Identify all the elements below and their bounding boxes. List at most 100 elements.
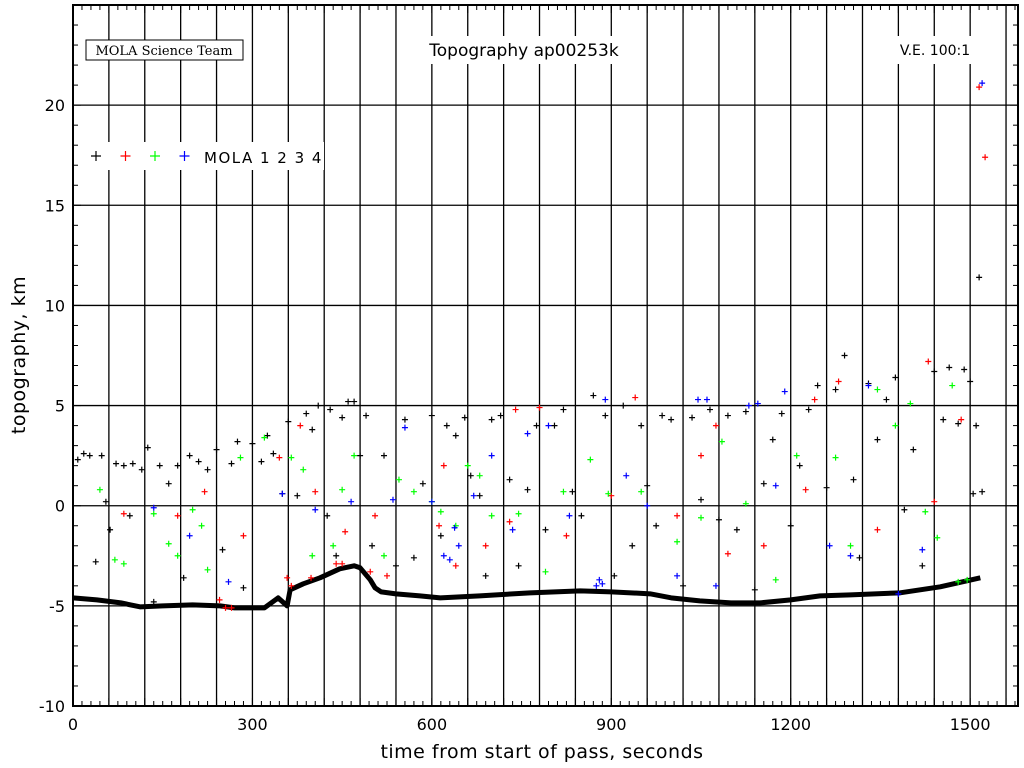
- data-point: [524, 430, 531, 437]
- data-point: [258, 458, 265, 465]
- data-point: [261, 434, 268, 441]
- data-point: [874, 386, 881, 393]
- data-point: [754, 400, 761, 407]
- data-point: [638, 422, 645, 429]
- data-point: [934, 534, 941, 541]
- data-point: [689, 414, 696, 421]
- credit-box: [85, 39, 244, 61]
- data-point: [632, 394, 639, 401]
- data-point: [285, 418, 292, 425]
- data-point: [533, 422, 540, 429]
- data-point: [895, 590, 902, 597]
- data-point: [638, 488, 645, 495]
- data-point: [488, 452, 495, 459]
- data-point: [560, 406, 567, 413]
- data-point: [967, 378, 974, 385]
- x-tick-label: 900: [596, 715, 627, 734]
- data-point: [120, 462, 127, 469]
- grid: [73, 5, 1018, 706]
- data-point: [401, 416, 408, 423]
- data-point: [659, 412, 666, 419]
- data-point: [910, 446, 917, 453]
- data-point: [437, 508, 444, 515]
- legend-mark-mola-2: [120, 151, 131, 161]
- x-tick-label: 1500: [950, 715, 991, 734]
- data-point: [506, 476, 513, 483]
- data-point: [446, 556, 453, 563]
- legend: MOLA 1 2 3 4: [84, 142, 324, 170]
- data-point: [698, 452, 705, 459]
- data-point: [524, 486, 531, 493]
- data-point: [955, 420, 962, 427]
- data-point: [204, 566, 211, 573]
- data-point: [309, 426, 316, 433]
- data-point: [279, 490, 286, 497]
- data-point: [488, 416, 495, 423]
- data-point: [644, 482, 651, 489]
- data-point: [497, 412, 504, 419]
- data-point: [186, 532, 193, 539]
- data-point: [339, 414, 346, 421]
- data-point: [545, 422, 552, 429]
- data-point: [578, 512, 585, 519]
- title-bg: [405, 36, 645, 64]
- data-point: [611, 572, 618, 579]
- series-mola-4: [150, 80, 986, 597]
- data-point: [381, 552, 388, 559]
- data-point: [653, 522, 660, 529]
- data-point: [823, 484, 830, 491]
- data-point: [787, 522, 794, 529]
- data-point: [955, 578, 962, 585]
- data-point: [892, 422, 899, 429]
- data-point: [976, 274, 983, 281]
- data-point: [270, 450, 277, 457]
- series-mola-2: [120, 84, 989, 611]
- data-point: [144, 444, 151, 451]
- data-point: [760, 480, 767, 487]
- y-tick-label: 15: [45, 196, 65, 215]
- data-point: [560, 488, 567, 495]
- data-point: [384, 572, 391, 579]
- data-point: [970, 490, 977, 497]
- data-point: [174, 552, 181, 559]
- data-point: [536, 404, 543, 411]
- data-point: [964, 576, 971, 583]
- data-point: [644, 502, 651, 509]
- legend-label: MOLA 1 2 3 4: [204, 149, 323, 167]
- data-point: [240, 532, 247, 539]
- y-tick-label: -5: [49, 597, 65, 616]
- data-point: [760, 542, 767, 549]
- ground-track-line: [72, 563, 981, 611]
- data-point: [596, 576, 603, 583]
- data-point: [892, 374, 899, 381]
- y-tick-label: 10: [45, 296, 65, 315]
- data-point: [931, 368, 938, 375]
- series-mola-1: [74, 274, 986, 605]
- data-point: [129, 460, 136, 467]
- data-point: [593, 582, 600, 589]
- data-point: [715, 516, 722, 523]
- data-point: [865, 382, 872, 389]
- data-point: [515, 510, 522, 517]
- data-point: [835, 378, 842, 385]
- data-point: [74, 456, 81, 463]
- data-point: [237, 454, 244, 461]
- x-tick-label: 1200: [770, 715, 811, 734]
- data-point: [907, 400, 914, 407]
- data-point: [225, 578, 232, 585]
- data-point: [174, 462, 181, 469]
- data-point: [847, 542, 854, 549]
- data-point: [156, 462, 163, 469]
- data-point: [228, 604, 235, 611]
- data-point: [772, 576, 779, 583]
- data-point: [452, 562, 459, 569]
- data-point: [778, 410, 785, 417]
- data-point: [602, 396, 609, 403]
- y-tick-label: 20: [45, 96, 65, 115]
- data-point: [120, 510, 127, 517]
- data-point: [165, 540, 172, 547]
- data-point: [931, 498, 938, 505]
- data-point: [455, 542, 462, 549]
